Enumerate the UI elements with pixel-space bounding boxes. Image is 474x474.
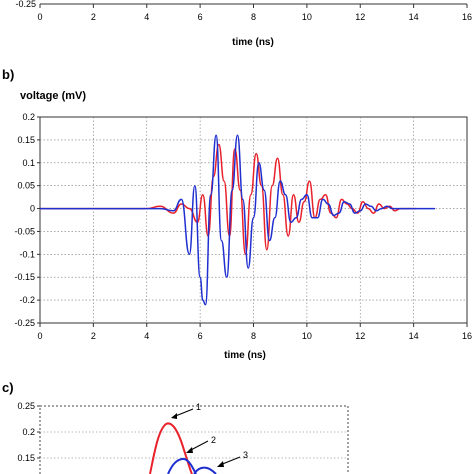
panel-a: -0.25 0 2 4 6 8 10 12 14 16 time (ns)	[15, 0, 472, 48]
panel-b-y-tick-label: -0.1	[19, 249, 35, 259]
panel-c-annotation-1: 1	[171, 402, 201, 419]
panel-b-x-tick-label: 14	[409, 331, 419, 341]
panel-b-x-axis-label: time (ns)	[224, 350, 266, 361]
panel-b-x-tick-label: 0	[37, 331, 42, 341]
panel-c-plot-area	[39, 405, 349, 474]
panel-c-curve-red	[149, 422, 193, 474]
svg-text:1: 1	[196, 402, 201, 412]
panel-b-y-tick-label: 0.2	[22, 112, 35, 122]
panel-b-y-tick-label: -0.05	[14, 226, 35, 236]
svg-text:3: 3	[243, 450, 248, 460]
panel-b-series-red	[40, 143, 417, 256]
panel-c-annotation-2: 2	[186, 435, 216, 453]
panel-c-label: c)	[2, 380, 14, 395]
panel-a-x-tick-label: 2	[91, 12, 96, 22]
panel-a-x-tick-label: 12	[355, 12, 365, 22]
panel-b-y-tick-label: 0.15	[17, 135, 35, 145]
panel-a-x-tick-label: 8	[251, 12, 256, 22]
panel-a-x-tick-label: 6	[198, 12, 203, 22]
panel-a-x-tick-label: 4	[144, 12, 149, 22]
panel-b-y-tick-label: 0.05	[17, 181, 35, 191]
panel-c-y-tick-label: 0.2	[22, 427, 35, 437]
panel-a-y-tick-label: -0.25	[15, 0, 36, 9]
panel-b-x-tick-label: 10	[302, 331, 312, 341]
panel-b-x-tick-label: 4	[144, 331, 149, 341]
panel-a-x-tick-label: 0	[37, 12, 42, 22]
panel-c-annotation-3: 3	[217, 450, 248, 467]
panel-c-y-tick-label: 0.15	[17, 453, 35, 463]
panel-b: b) voltage (mV) 0 2 4 6 8 10 12 14 16 0.2 0.15 0.1 0…	[2, 67, 472, 361]
panel-b-y-tick-label: -0.15	[14, 272, 35, 282]
panel-c: c) 0.25 0.2 0.15 1 2 3	[2, 380, 349, 474]
panel-b-x-tick-label: 6	[198, 331, 203, 341]
panel-c-curve-blue-2	[193, 466, 217, 474]
panel-c-curve-blue-1	[167, 457, 197, 474]
panel-a-x-tick-label: 16	[462, 12, 472, 22]
panel-b-x-tick-label: 2	[91, 331, 96, 341]
panel-b-y-tick-label: 0	[30, 204, 35, 214]
panel-b-y-tick-label: 0.1	[22, 158, 35, 168]
panel-b-series-blue	[40, 134, 435, 306]
panel-a-x-axis-label: time (ns)	[232, 37, 274, 48]
panel-b-y-tick-label: -0.2	[19, 295, 35, 305]
panel-a-x-tick-label: 10	[302, 12, 312, 22]
panel-b-label: b)	[2, 67, 14, 82]
panel-b-x-tick-label: 8	[251, 331, 256, 341]
panel-a-x-tick-label: 14	[409, 12, 419, 22]
panel-b-x-tick-label: 16	[462, 331, 472, 341]
panel-c-y-tick-label: 0.25	[17, 401, 35, 411]
panel-b-y-axis-label: voltage (mV)	[20, 90, 86, 102]
panel-b-y-tick-label: -0.25	[14, 318, 35, 328]
panel-b-x-tick-label: 12	[355, 331, 365, 341]
svg-text:2: 2	[211, 435, 216, 445]
